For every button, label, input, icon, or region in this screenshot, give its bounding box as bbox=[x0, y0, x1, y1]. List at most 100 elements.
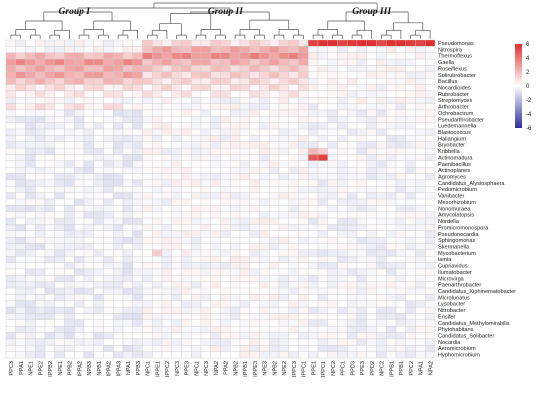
heatmap-cell bbox=[386, 351, 397, 359]
heatmap-cell bbox=[5, 71, 16, 79]
heatmap-cell bbox=[269, 160, 280, 168]
heatmap-cell bbox=[93, 160, 104, 168]
heatmap-cell bbox=[327, 179, 338, 187]
heatmap-cell bbox=[103, 167, 114, 174]
heatmap-cell bbox=[74, 128, 85, 136]
heatmap-cell bbox=[356, 313, 367, 321]
heatmap-cell bbox=[54, 52, 65, 60]
heatmap-cell bbox=[269, 97, 280, 104]
heatmap-cell bbox=[239, 217, 250, 225]
heatmap-cell bbox=[35, 281, 46, 289]
heatmap-cell bbox=[15, 58, 26, 66]
heatmap-cell bbox=[337, 319, 348, 327]
heatmap-cell bbox=[249, 217, 260, 225]
heatmap-cell bbox=[210, 326, 221, 333]
heatmap-cell bbox=[122, 236, 133, 244]
heatmap-cell bbox=[15, 338, 26, 346]
heatmap-cell bbox=[405, 192, 416, 200]
heatmap-cell bbox=[220, 154, 231, 162]
heatmap-cell bbox=[356, 179, 367, 187]
row-label: Promicromonospora bbox=[438, 225, 489, 231]
heatmap-cell bbox=[425, 160, 436, 168]
heatmap-cell bbox=[308, 154, 319, 162]
heatmap-cell bbox=[356, 192, 367, 200]
heatmap-cell bbox=[35, 141, 46, 149]
heatmap-cell bbox=[308, 326, 319, 333]
heatmap-cell bbox=[5, 39, 16, 47]
heatmap-cell bbox=[152, 103, 163, 111]
heatmap-cell bbox=[249, 154, 260, 162]
heatmap-cell bbox=[74, 160, 85, 168]
heatmap-cell bbox=[44, 97, 55, 104]
heatmap-cell bbox=[35, 167, 46, 174]
heatmap-cell bbox=[356, 211, 367, 219]
heatmap-cell bbox=[25, 52, 36, 60]
heatmap-cell bbox=[64, 306, 75, 314]
heatmap-cell bbox=[142, 338, 153, 346]
heatmap-cell bbox=[54, 173, 65, 181]
heatmap-cell bbox=[181, 103, 192, 111]
heatmap-cell bbox=[152, 154, 163, 162]
heatmap-cell bbox=[386, 313, 397, 321]
heatmap-cell bbox=[25, 294, 36, 301]
heatmap-cell bbox=[327, 128, 338, 136]
heatmap-cell bbox=[366, 217, 377, 225]
heatmap-cell bbox=[288, 58, 299, 66]
heatmap-cell bbox=[288, 109, 299, 117]
heatmap-cell bbox=[239, 351, 250, 359]
heatmap-cell bbox=[249, 147, 260, 155]
heatmap-cell bbox=[405, 135, 416, 142]
heatmap-cell bbox=[5, 116, 16, 123]
heatmap-cell bbox=[44, 39, 55, 47]
heatmap-cell bbox=[220, 141, 231, 149]
heatmap-cell bbox=[298, 52, 309, 60]
heatmap-cell bbox=[83, 243, 94, 251]
heatmap-cell bbox=[191, 58, 202, 66]
heatmap-cell bbox=[113, 141, 124, 149]
heatmap-cell bbox=[308, 103, 319, 111]
heatmap-cell bbox=[161, 58, 172, 66]
heatmap-cell bbox=[15, 141, 26, 149]
heatmap-cell bbox=[337, 122, 348, 130]
heatmap-cell bbox=[74, 287, 85, 295]
heatmap-cell bbox=[317, 71, 328, 79]
heatmap-cell bbox=[44, 141, 55, 149]
heatmap-cell bbox=[152, 141, 163, 149]
heatmap-cell bbox=[249, 135, 260, 142]
heatmap-cell bbox=[347, 103, 358, 111]
heatmap-cell bbox=[35, 243, 46, 251]
heatmap-cell bbox=[269, 262, 280, 270]
heatmap-cell bbox=[220, 65, 231, 72]
heatmap-cell bbox=[35, 109, 46, 117]
heatmap-cell bbox=[259, 217, 270, 225]
heatmap-cell bbox=[269, 65, 280, 72]
heatmap-cell bbox=[35, 39, 46, 47]
heatmap-cell bbox=[386, 135, 397, 142]
heatmap-cell bbox=[395, 97, 406, 104]
heatmap-cell bbox=[356, 230, 367, 238]
heatmap-cell bbox=[230, 205, 241, 212]
heatmap-cell bbox=[317, 319, 328, 327]
heatmap-cell bbox=[249, 230, 260, 238]
heatmap-cell bbox=[278, 332, 289, 340]
heatmap-cell bbox=[239, 300, 250, 308]
heatmap-cell bbox=[132, 128, 143, 136]
heatmap-cell bbox=[161, 262, 172, 270]
heatmap-cell bbox=[83, 179, 94, 187]
heatmap-cell bbox=[122, 338, 133, 346]
heatmap-cell bbox=[337, 58, 348, 66]
heatmap-cell bbox=[44, 198, 55, 206]
heatmap-cell bbox=[122, 39, 133, 47]
heatmap-cell bbox=[5, 192, 16, 200]
heatmap-cell bbox=[152, 65, 163, 72]
heatmap-cell bbox=[83, 256, 94, 263]
heatmap-cell bbox=[337, 141, 348, 149]
heatmap-cell bbox=[74, 192, 85, 200]
heatmap-cell bbox=[288, 192, 299, 200]
heatmap-cell bbox=[152, 179, 163, 187]
heatmap-cell bbox=[161, 287, 172, 295]
heatmap-cell bbox=[347, 173, 358, 181]
heatmap-cell bbox=[113, 128, 124, 136]
heatmap-cell bbox=[395, 65, 406, 72]
heatmap-cell bbox=[132, 147, 143, 155]
